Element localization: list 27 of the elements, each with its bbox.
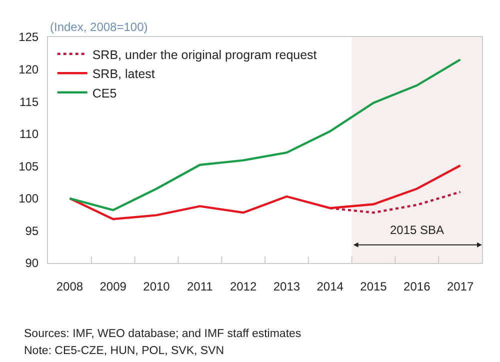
y-tick-label: 105 [18, 159, 39, 174]
y-tick-label: 125 [18, 30, 39, 44]
x-tick-label: 2008 [56, 279, 84, 294]
legend-label: CE5 [92, 86, 117, 100]
band-label: 2015 SBA [390, 223, 444, 237]
x-tick-label: 2016 [404, 279, 431, 294]
x-tick-label: 2010 [143, 279, 170, 294]
x-tick-label: 2015 [360, 279, 388, 294]
legend-label: SRB, latest [92, 67, 156, 82]
y-tick-label: 100 [18, 192, 39, 206]
text: Note: CE5-CZE, HUN, POL, SVK, SVN [24, 345, 224, 357]
source-note: Sources: IMF, WEO database; and IMF staff estimates [24, 328, 302, 340]
line-series [329, 190, 462, 214]
x-tick-label: 2014 [316, 279, 344, 294]
y-axis-title: (Index, 2008=100) [50, 20, 148, 34]
y-tick-label: 110 [19, 127, 39, 142]
x-tick-label: 2011 [186, 279, 214, 294]
legend-label: SRB, under the original program request [92, 48, 318, 62]
y-tick-label: 115 [19, 94, 39, 109]
y-tick-label: 95 [25, 224, 39, 238]
x-tick-label: 2017 [446, 279, 474, 294]
x-tick-label: 2009 [100, 279, 127, 294]
y-tick-label: 90 [25, 256, 39, 270]
y-tick-label: 120 [18, 62, 39, 76]
x-tick-label: 2013 [273, 279, 300, 294]
x-tick-label: 2012 [230, 279, 257, 294]
line-series [68, 164, 462, 220]
